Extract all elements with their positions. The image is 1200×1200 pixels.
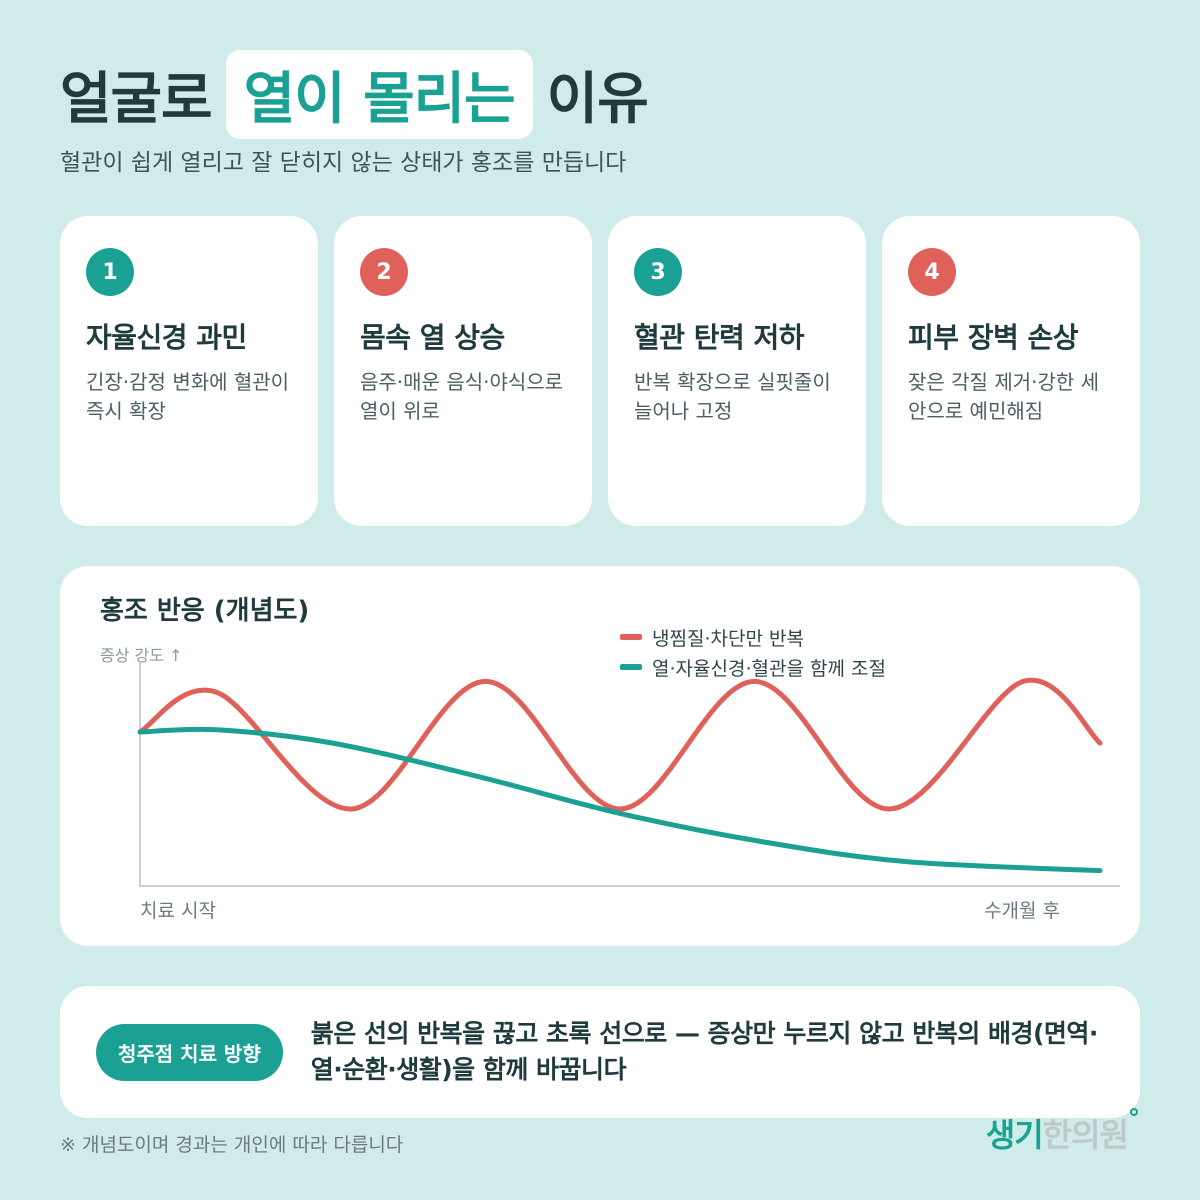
logo-grey-text: 한의원 [1042,1116,1129,1154]
chart-legend: 냉찜질·차단만 반복 열·자율신경·혈관을 함께 조절 [620,622,886,682]
card-title: 피부 장벽 손상 [908,321,1079,354]
series-line-repeat [137,677,1103,812]
legend-label: 열·자율신경·혈관을 함께 조절 [652,657,886,680]
title-suffix: 이유 [546,66,649,132]
card-desc: 잦은 각질 제거·강한 세안으로 예민해짐 [908,370,1100,423]
logo-green-text: 생기 [985,1116,1044,1154]
treatment-text: 붉은 선의 반복을 끊고 초록 선으로 — 증상만 누르지 않고 반복의 배경(… [310,1018,1099,1084]
title-highlight: 열이 몰리는 [225,49,533,139]
page-title: 얼굴로 열이 몰리는 이유 [60,49,649,139]
footnote: ※ 개념도이며 경과는 개인에 따라 다릅니다 [60,1134,404,1156]
legend-swatch-green [620,664,642,670]
chart-plot [137,662,1120,887]
legend-label: 냉찜질·차단만 반복 [652,627,804,650]
logo-dot-icon [1130,1108,1138,1116]
treatment-pill: 청주점 치료 방향 [96,1023,283,1081]
y-axis-label: 증상 강도 ↑ [100,646,183,665]
title-prefix: 얼굴로 [60,66,213,132]
chart-axes [139,662,1120,887]
legend-item-green: 열·자율신경·혈관을 함께 조절 [620,652,886,682]
card-title: 자율신경 과민 [86,321,247,354]
x-axis-end-label: 수개월 후 [984,900,1060,922]
number-badge: 1 [86,248,134,296]
cause-card-3: 3 혈관 탄력 저하 반복 확장으로 실핏줄이 늘어나 고정 [608,216,866,526]
cause-card-4: 4 피부 장벽 손상 잦은 각질 제거·강한 세안으로 예민해짐 [882,216,1140,526]
cause-card-1: 1 자율신경 과민 긴장·감정 변화에 혈관이 즉시 확장 [60,216,318,526]
number-badge: 4 [908,248,956,296]
card-desc: 음주·매운 음식·야식으로 열이 위로 [360,370,564,423]
chart-card: 홍조 반응 (개념도) 증상 강도 ↑ 냉찜질·차단만 반복 열·자율신경·혈관… [60,566,1140,946]
brand-logo: 생기한의원 [985,1108,1138,1156]
card-desc: 긴장·감정 변화에 혈관이 즉시 확장 [86,370,290,423]
cause-card-2: 2 몸속 열 상승 음주·매운 음식·야식으로 열이 위로 [334,216,592,526]
subtitle: 혈관이 쉽게 열리고 잘 닫히지 않는 상태가 홍조를 만듭니다 [60,150,627,176]
cause-cards: 1 자율신경 과민 긴장·감정 변화에 혈관이 즉시 확장 2 몸속 열 상승 … [60,216,1140,526]
card-desc: 반복 확장으로 실핏줄이 늘어나 고정 [634,370,831,423]
legend-item-red: 냉찜질·차단만 반복 [620,622,886,652]
series-line-treatment [137,726,1103,874]
number-badge: 2 [360,248,408,296]
x-axis-start-label: 치료 시작 [140,900,216,922]
card-title: 혈관 탄력 저하 [634,321,805,354]
number-badge: 3 [634,248,682,296]
card-title: 몸속 열 상승 [360,321,505,354]
treatment-direction-card: 청주점 치료 방향 붉은 선의 반복을 끊고 초록 선으로 — 증상만 누르지 … [60,986,1140,1118]
chart-title: 홍조 반응 (개념도) [100,596,310,626]
legend-swatch-red [620,634,642,640]
